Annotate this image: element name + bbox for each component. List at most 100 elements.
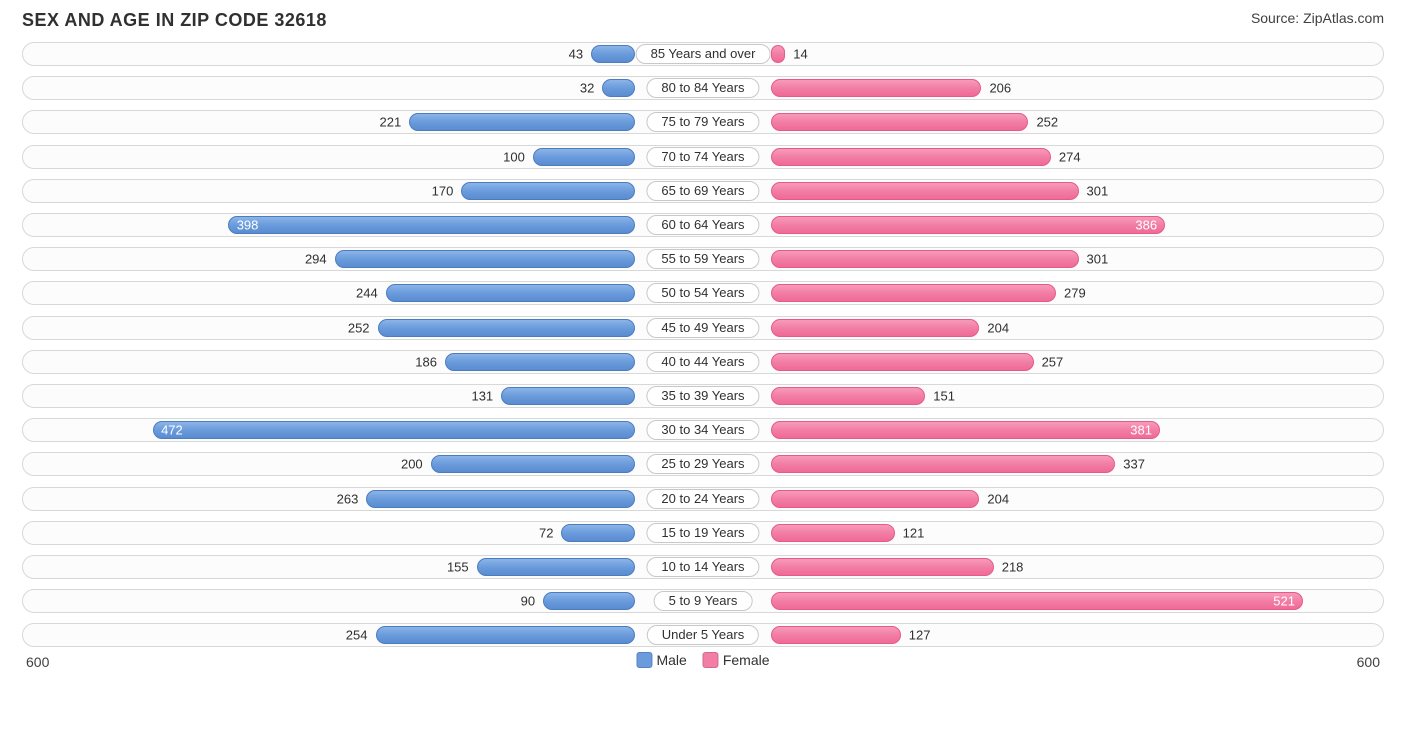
male-value-label: 244	[356, 287, 378, 300]
female-bar	[771, 524, 895, 542]
male-bar	[461, 182, 635, 200]
male-value-label: 90	[521, 595, 535, 608]
row-track: 22125275 to 79 Years	[22, 110, 1384, 134]
female-value-label: 204	[987, 492, 1009, 505]
age-group-label: Under 5 Years	[647, 625, 759, 645]
female-value-label: 204	[987, 321, 1009, 334]
male-value-label: 263	[337, 492, 359, 505]
axis-label-right: 600	[1357, 654, 1380, 670]
female-bar	[771, 421, 1160, 439]
female-bar	[771, 216, 1165, 234]
chart-area: 431485 Years and over3220680 to 84 Years…	[0, 37, 1406, 652]
female-bar	[771, 45, 785, 63]
legend: Male Female	[636, 652, 769, 668]
male-value-label: 294	[305, 253, 327, 266]
female-value-label: 301	[1087, 253, 1109, 266]
female-value-label: 386	[1135, 219, 1157, 232]
male-bar	[561, 524, 635, 542]
male-value-label: 200	[401, 458, 423, 471]
chart-row: 294 301 55 to 59 Years	[22, 242, 1384, 276]
male-bar	[378, 319, 635, 337]
chart-row: 398 386 60 to 64 Years	[22, 208, 1384, 242]
chart-row: 15521810 to 14 Years	[22, 550, 1384, 584]
male-bar	[501, 387, 635, 405]
male-swatch-icon	[636, 652, 652, 668]
age-group-label: 15 to 19 Years	[646, 523, 759, 543]
source-label: Source: ZipAtlas.com	[1251, 10, 1384, 26]
legend-item-female: Female	[703, 652, 770, 668]
female-bar	[771, 490, 979, 508]
age-group-label: 10 to 14 Years	[646, 557, 759, 577]
age-group-label: 35 to 39 Years	[646, 386, 759, 406]
chart-row: 32 206 80 to 84 Years	[22, 71, 1384, 105]
age-group-label: 20 to 24 Years	[646, 489, 759, 509]
female-bar	[771, 455, 1115, 473]
female-value-label: 206	[989, 82, 1011, 95]
male-value-label: 170	[432, 184, 454, 197]
male-bar	[591, 45, 635, 63]
chart-row: 905215 to 9 Years	[22, 584, 1384, 618]
legend-item-male: Male	[636, 652, 686, 668]
age-group-label: 55 to 59 Years	[646, 249, 759, 269]
female-value-label: 274	[1059, 150, 1081, 163]
row-track: 7212115 to 19 Years	[22, 521, 1384, 545]
row-track: 254127Under 5 Years	[22, 623, 1384, 647]
male-bar	[228, 216, 635, 234]
row-track: 32 206 80 to 84 Years	[22, 76, 1384, 100]
chart-row: 100 274 70 to 74 Years	[22, 140, 1384, 174]
male-value-label: 186	[415, 355, 437, 368]
chart-row: 20033725 to 29 Years	[22, 447, 1384, 481]
row-track: 294 301 55 to 59 Years	[22, 247, 1384, 271]
female-value-label: 252	[1036, 116, 1058, 129]
male-value-label: 32	[580, 82, 594, 95]
legend-female-label: Female	[723, 652, 770, 668]
female-bar	[771, 626, 901, 644]
female-value-label: 127	[909, 629, 931, 642]
male-value-label: 252	[348, 321, 370, 334]
female-bar	[771, 558, 994, 576]
female-bar	[771, 353, 1034, 371]
male-value-label: 221	[380, 116, 402, 129]
row-track: 24427950 to 54 Years	[22, 281, 1384, 305]
female-bar	[771, 148, 1051, 166]
female-value-label: 521	[1273, 595, 1295, 608]
male-bar	[445, 353, 635, 371]
female-bar	[771, 113, 1028, 131]
female-value-label: 14	[793, 48, 807, 61]
male-bar	[386, 284, 635, 302]
chart-row: 263 204 20 to 24 Years	[22, 481, 1384, 515]
age-group-label: 45 to 49 Years	[646, 318, 759, 338]
female-value-label: 121	[903, 526, 925, 539]
male-bar	[543, 592, 635, 610]
female-value-label: 381	[1130, 424, 1152, 437]
chart-row: 24427950 to 54 Years	[22, 276, 1384, 310]
age-group-label: 65 to 69 Years	[646, 181, 759, 201]
row-track: 13115135 to 39 Years	[22, 384, 1384, 408]
age-group-label: 80 to 84 Years	[646, 78, 759, 98]
male-bar	[335, 250, 635, 268]
row-track: 263 204 20 to 24 Years	[22, 487, 1384, 511]
chart-row: 431485 Years and over	[22, 37, 1384, 71]
female-bar	[771, 284, 1056, 302]
footer: 600 Male Female 600	[0, 652, 1406, 680]
chart-row: 22125275 to 79 Years	[22, 105, 1384, 139]
age-group-label: 70 to 74 Years	[646, 147, 759, 167]
age-group-label: 60 to 64 Years	[646, 215, 759, 235]
male-bar	[366, 490, 635, 508]
row-track: 905215 to 9 Years	[22, 589, 1384, 613]
row-track: 17030165 to 69 Years	[22, 179, 1384, 203]
female-bar	[771, 79, 981, 97]
row-track: 252 204 45 to 49 Years	[22, 316, 1384, 340]
row-track: 47238130 to 34 Years	[22, 418, 1384, 442]
female-value-label: 279	[1064, 287, 1086, 300]
header: SEX AND AGE IN ZIP CODE 32618 Source: Zi…	[0, 0, 1406, 37]
chart-row: 17030165 to 69 Years	[22, 174, 1384, 208]
chart-row: 18625740 to 44 Years	[22, 345, 1384, 379]
age-group-label: 85 Years and over	[636, 44, 771, 64]
male-bar	[376, 626, 636, 644]
row-track: 15521810 to 14 Years	[22, 555, 1384, 579]
male-value-label: 100	[503, 150, 525, 163]
male-value-label: 398	[237, 219, 259, 232]
female-bar	[771, 319, 979, 337]
row-track: 431485 Years and over	[22, 42, 1384, 66]
